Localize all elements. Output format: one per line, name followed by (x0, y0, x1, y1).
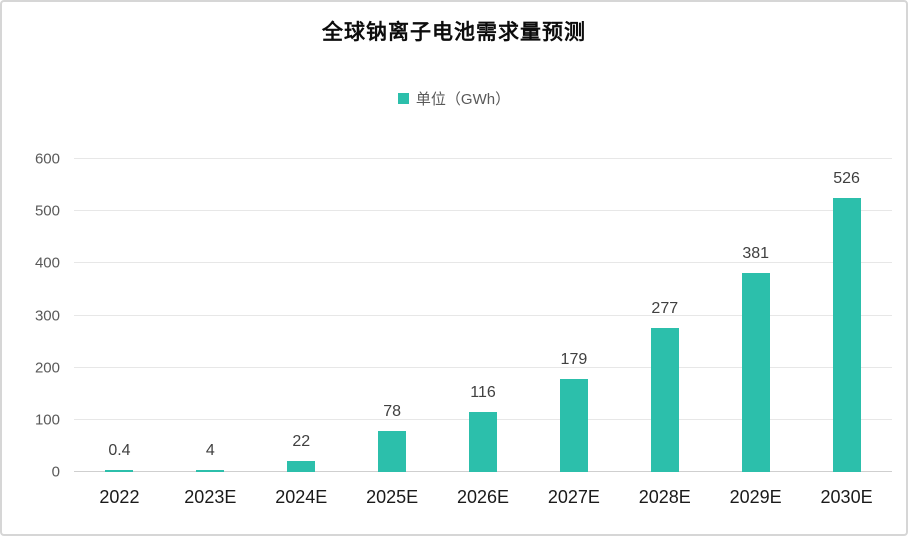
x-axis-label: 2023E (184, 487, 237, 507)
y-axis-tick-label: 100 (34, 411, 60, 429)
bar-value-label: 526 (833, 169, 860, 187)
y-axis-tick-label: 600 (34, 150, 60, 168)
x-axis-label: 2027E (547, 487, 600, 507)
x-axis-label: 2028E (638, 487, 691, 507)
bar-value-label: 277 (651, 299, 679, 317)
bar (559, 378, 588, 472)
bar-column: 381 2029E (710, 159, 801, 507)
bar (469, 411, 497, 472)
x-axis-label: 2025E (366, 487, 419, 507)
bar-value-label: 4 (205, 441, 215, 459)
bar-value-label: 179 (560, 350, 588, 368)
bar-value-label: 0.4 (108, 442, 131, 459)
bar-column: 526 2030E (801, 159, 892, 507)
bar (287, 460, 316, 472)
bar-column: 78 2025E (347, 159, 438, 507)
gridline (74, 314, 892, 316)
bar-columns: 0.4 2022 4 2023E 22 2024E 78 2025E 116 2026E 179 20… (74, 159, 892, 508)
x-axis-label: 2024E (275, 487, 328, 507)
bar (741, 273, 770, 472)
gridline (74, 366, 892, 368)
bar-column: 179 2027E (528, 159, 619, 507)
y-axis-tick-label: 400 (34, 254, 60, 272)
legend: 单位（GWh） (2, 88, 906, 109)
bar-column: 277 2028E (619, 159, 710, 508)
plot-area: 0.4 2022 4 2023E 22 2024E 78 2025E 116 2026E 179 20… (74, 158, 892, 508)
bar (832, 197, 861, 472)
x-axis-label: 2026E (456, 487, 510, 507)
bar (105, 470, 134, 472)
x-axis-label: 2022 (99, 487, 140, 507)
x-axis-label: 2030E (820, 487, 873, 507)
x-axis-label: 2029E (729, 487, 782, 507)
bar-column: 0.4 2022 (74, 159, 165, 507)
bar-value-label: 78 (383, 403, 402, 421)
bar-column: 116 2026E (438, 159, 529, 508)
bar-value-label: 22 (292, 432, 311, 450)
y-axis-tick-label: 0 (51, 463, 60, 481)
gridline (74, 210, 892, 212)
legend-swatch-icon (397, 93, 409, 104)
bar-value-label: 116 (470, 383, 496, 401)
bar-column: 22 2024E (256, 159, 347, 507)
gridline (74, 262, 892, 264)
chart-title: 全球钠离子电池需求量预测 (322, 20, 586, 44)
legend-label: 单位（GWh） (415, 91, 511, 108)
y-axis-tick-label: 200 (34, 359, 60, 377)
y-axis-labels: 0 100 200 300 400 500 600 (2, 151, 60, 481)
bar-column: 4 2023E (165, 159, 256, 507)
bar (378, 431, 407, 472)
y-axis-tick-label: 500 (34, 202, 60, 220)
bar (196, 469, 225, 472)
y-axis-tick-label: 300 (34, 307, 60, 324)
bar (650, 327, 679, 472)
gridline (74, 158, 892, 159)
bar-value-label: 381 (742, 245, 770, 263)
